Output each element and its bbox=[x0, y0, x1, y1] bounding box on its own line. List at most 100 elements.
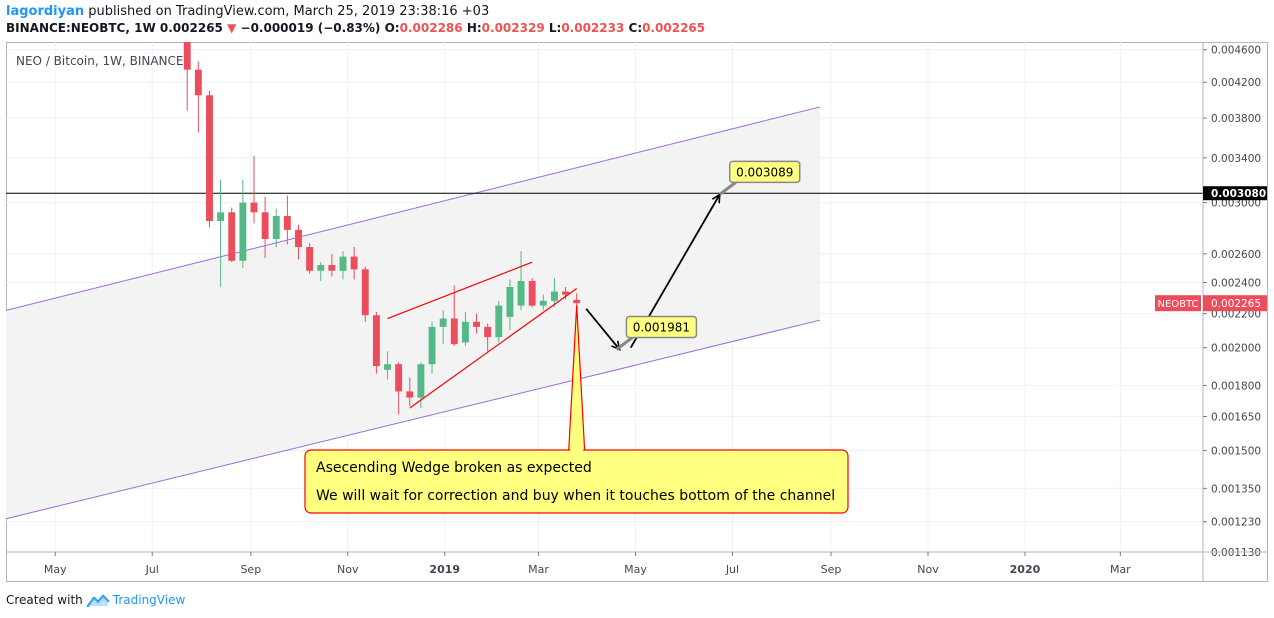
price-change: −0.000019 (−0.83%) bbox=[240, 21, 381, 35]
price-callout-box bbox=[625, 315, 698, 339]
price-tick-label: 0.003000 bbox=[1211, 198, 1261, 210]
price-callout-label: 0.003089 bbox=[736, 165, 793, 179]
symbol-tag bbox=[1155, 295, 1201, 312]
candle-body bbox=[406, 391, 414, 398]
wedge-lower-line bbox=[409, 288, 578, 409]
candle-body bbox=[461, 321, 469, 343]
published-text: published on TradingView.com, March 25, … bbox=[88, 4, 490, 19]
time-tick-label: May bbox=[624, 563, 647, 576]
current-price: 0.002265 bbox=[159, 21, 223, 35]
candle-body bbox=[473, 321, 480, 327]
candle-body bbox=[283, 216, 291, 230]
price-callout-pointer bbox=[718, 181, 737, 196]
time-tick-label: Jul bbox=[145, 563, 159, 576]
candle-body bbox=[395, 364, 403, 392]
price-tick-label: 0.001350 bbox=[1211, 483, 1261, 495]
symbol-tag-label: NEOBTC bbox=[1157, 299, 1198, 310]
candle-body bbox=[495, 305, 503, 338]
ohlc-header: BINANCE:NEOBTC, 1W 0.002265 ▼ −0.000019 … bbox=[6, 21, 705, 35]
footer: Created with TradingView bbox=[6, 593, 185, 607]
candle-body bbox=[317, 265, 325, 271]
down-arrow-icon: ▼ bbox=[227, 21, 237, 35]
level-price-tag-label: 0.003080 bbox=[1211, 188, 1266, 200]
candle-body bbox=[228, 212, 236, 261]
candle-body bbox=[450, 318, 458, 345]
price-callout-label: 0.001981 bbox=[633, 321, 690, 335]
author-link[interactable]: lagordiyan bbox=[6, 4, 85, 19]
tradingview-logo-icon bbox=[86, 594, 109, 607]
price-tick-label: 0.001130 bbox=[1211, 547, 1261, 559]
annotation-text-line: We will wait for correction and buy when… bbox=[316, 488, 835, 504]
candle-body bbox=[306, 247, 314, 271]
candle-body bbox=[517, 280, 525, 306]
last-price-tag-label: 0.002265 bbox=[1211, 298, 1261, 310]
low-label: L: bbox=[548, 21, 562, 35]
time-tick-label: Jul bbox=[725, 563, 739, 576]
channel-lower-line bbox=[5, 319, 821, 520]
price-tick-label: 0.002400 bbox=[1211, 277, 1261, 289]
price-tick-label: 0.001230 bbox=[1211, 517, 1261, 529]
time-tick-label: Nov bbox=[337, 563, 359, 576]
candle-body bbox=[217, 212, 225, 221]
price-tick-label: 0.001650 bbox=[1211, 412, 1261, 424]
candle-body bbox=[417, 364, 425, 398]
candle-body bbox=[384, 364, 391, 370]
candle-body bbox=[562, 291, 570, 295]
low-value: 0.002233 bbox=[561, 21, 625, 35]
time-tick-label: 2020 bbox=[1010, 563, 1041, 576]
annotation-note: Asecending Wedge broken as expected We wi… bbox=[304, 305, 849, 514]
price-tick-label: 0.002000 bbox=[1211, 343, 1261, 355]
annotation-join bbox=[570, 449, 584, 452]
candle-body bbox=[250, 202, 258, 213]
level-price-tag bbox=[1203, 186, 1267, 201]
candle-body bbox=[372, 315, 380, 367]
candle-body bbox=[528, 280, 536, 306]
price-tick-label: 0.004600 bbox=[1211, 45, 1261, 57]
last-price-tag bbox=[1203, 295, 1267, 312]
created-with-text: Created with bbox=[6, 593, 83, 607]
price-tick-label: 0.002200 bbox=[1211, 309, 1261, 321]
wedge-upper-line bbox=[387, 261, 533, 320]
symbol-label: BINANCE:NEOBTC, 1W bbox=[6, 21, 156, 35]
candle-body bbox=[183, 27, 191, 70]
candle-body bbox=[573, 299, 581, 304]
open-value: 0.002286 bbox=[399, 21, 463, 35]
time-tick-label: Sep bbox=[240, 563, 261, 576]
candle-body bbox=[194, 69, 202, 96]
tradingview-link[interactable]: TradingView bbox=[112, 593, 186, 607]
high-label: H: bbox=[466, 21, 482, 35]
price-tick-label: 0.001500 bbox=[1211, 446, 1261, 458]
candle-body bbox=[339, 256, 347, 271]
candle-body bbox=[261, 212, 269, 240]
publish-info: lagordiyan published on TradingView.com,… bbox=[6, 4, 489, 19]
chart-container[interactable]: 0.003089 0.001981 Asecending Wedge broken … bbox=[5, 19, 1268, 582]
close-label: C: bbox=[628, 21, 643, 35]
candle-body bbox=[206, 95, 213, 221]
open-label: O: bbox=[384, 21, 400, 35]
time-tick-label: May bbox=[44, 563, 67, 576]
candle-body bbox=[295, 229, 302, 248]
price-callout: 0.001981 bbox=[615, 315, 698, 351]
candle-body bbox=[439, 318, 447, 327]
candle-body bbox=[239, 202, 247, 261]
price-tick-label: 0.001800 bbox=[1211, 380, 1261, 392]
price-tick-label: 0.003800 bbox=[1211, 113, 1261, 125]
candle-body bbox=[550, 291, 558, 301]
price-callout-pointer bbox=[615, 336, 634, 351]
price-callout-box bbox=[728, 160, 801, 184]
candle-body bbox=[506, 286, 514, 317]
projection-arrow bbox=[585, 308, 619, 350]
annotation-text-line: Asecending Wedge broken as expected bbox=[316, 460, 592, 476]
time-tick-label: Mar bbox=[528, 563, 549, 576]
price-callout: 0.003089 bbox=[718, 160, 801, 196]
time-tick-label: 2019 bbox=[429, 563, 460, 576]
time-tick-label: Mar bbox=[1110, 563, 1131, 576]
candle-body bbox=[328, 265, 336, 271]
high-value: 0.002329 bbox=[481, 21, 545, 35]
price-tick-label: 0.004200 bbox=[1211, 77, 1261, 89]
candle-body bbox=[428, 326, 436, 365]
time-tick-label: Nov bbox=[917, 563, 939, 576]
candle-body bbox=[484, 326, 492, 338]
price-tick-label: 0.003400 bbox=[1211, 153, 1261, 165]
